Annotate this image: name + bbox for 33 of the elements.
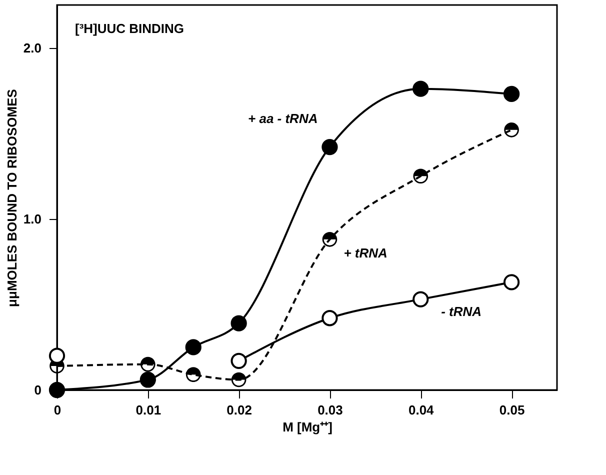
point bbox=[48, 348, 66, 364]
point bbox=[322, 138, 338, 156]
x-tick-label: 0.03 bbox=[318, 402, 343, 418]
y-tick-label: 2.0 bbox=[23, 40, 42, 56]
point bbox=[48, 382, 66, 398]
x-axis-title: M [Mg⁺⁺] bbox=[282, 420, 332, 434]
point bbox=[140, 372, 156, 388]
point bbox=[412, 291, 429, 308]
series-label: + tRNA bbox=[344, 245, 388, 260]
point bbox=[504, 122, 519, 138]
y-tick-label: 0 bbox=[34, 382, 42, 398]
point bbox=[322, 232, 338, 247]
text: [³H]UUC BINDING bbox=[75, 21, 184, 36]
point bbox=[230, 315, 247, 332]
point bbox=[186, 367, 201, 382]
point bbox=[413, 168, 428, 184]
x-tick-label: 0.02 bbox=[226, 402, 252, 418]
x-tick-label: 0.01 bbox=[136, 402, 162, 418]
point bbox=[412, 80, 429, 97]
point bbox=[322, 310, 338, 326]
y-tick-label: 1.0 bbox=[23, 211, 42, 226]
series-label: - tRNA bbox=[441, 304, 482, 320]
x-tick-label: 0.04 bbox=[408, 402, 435, 418]
x-tick-label: 0 bbox=[54, 402, 62, 418]
y-axis-title: μμMOLES BOUND TO RIBOSOMES bbox=[4, 88, 20, 307]
point bbox=[185, 339, 202, 356]
point bbox=[503, 86, 520, 102]
series-label: + aa - tRNA bbox=[248, 111, 318, 126]
x-tick-label: 0.05 bbox=[499, 402, 525, 418]
point bbox=[230, 352, 247, 369]
point bbox=[231, 372, 246, 388]
point bbox=[503, 274, 520, 290]
point bbox=[140, 356, 156, 372]
